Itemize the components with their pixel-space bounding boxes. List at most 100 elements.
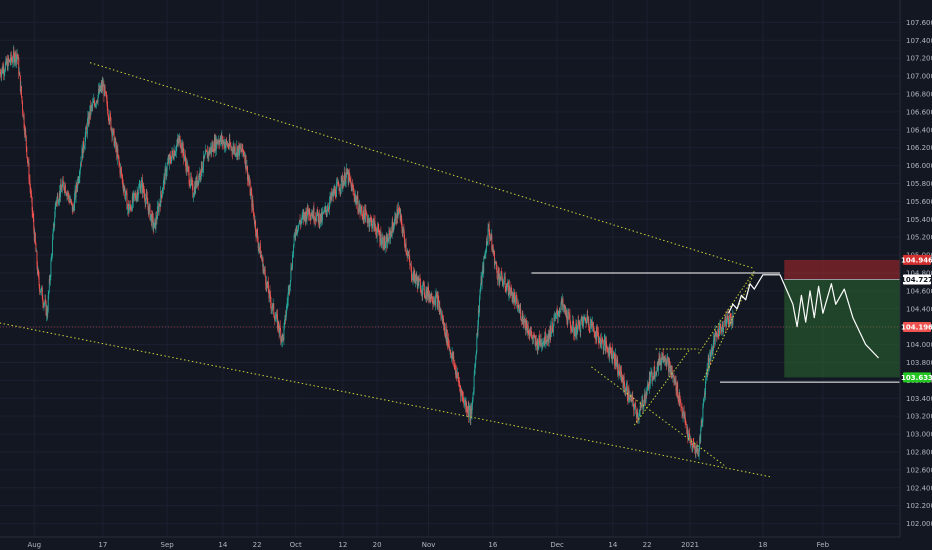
candle-body (504, 276, 506, 279)
candle-body (719, 324, 721, 325)
candle-body (83, 148, 85, 150)
candle-body (639, 405, 641, 411)
candle-body (0, 71, 1, 75)
candle-body (525, 320, 527, 331)
candle-body (564, 304, 566, 312)
candle-body (527, 326, 529, 334)
candle-body (337, 182, 338, 184)
candle-body (160, 191, 162, 207)
candle-body (604, 338, 606, 341)
candle-body (685, 424, 687, 425)
candle-body (189, 185, 191, 186)
candle-body (534, 337, 536, 346)
candle-body (79, 167, 81, 171)
candle-body (408, 254, 410, 256)
candle-body (562, 299, 563, 305)
candle-body (533, 334, 535, 337)
candle-body (247, 177, 249, 180)
candle-body (587, 318, 589, 323)
candle-body (706, 374, 708, 377)
candle-body (187, 166, 189, 168)
candle-body (450, 354, 452, 359)
candle-body (193, 195, 195, 197)
candle-body (665, 360, 667, 361)
candle-body (293, 244, 295, 254)
candle-body (511, 287, 513, 292)
candle-body (721, 324, 723, 328)
candle-body (526, 328, 528, 332)
candle-body (124, 195, 126, 197)
candle-body (7, 60, 8, 70)
candle-body (426, 288, 428, 299)
candle-body (211, 145, 213, 153)
candle-body (620, 367, 622, 372)
candle-body (650, 371, 652, 373)
candle-body (533, 334, 535, 338)
candle-body (490, 235, 492, 240)
candle-body (109, 113, 111, 122)
candle-body (701, 419, 703, 425)
candle-body (716, 336, 718, 337)
price-tick-label: 105.600 (906, 198, 932, 206)
candle-body (468, 409, 470, 417)
candle-body (386, 237, 388, 249)
stop-loss-zone (784, 259, 900, 280)
candle-body (728, 324, 730, 326)
candle-body (391, 221, 393, 237)
candle-body (92, 102, 94, 107)
candle-body (683, 410, 685, 419)
candle-body (570, 328, 572, 329)
candle-body (369, 223, 371, 227)
candle-body (207, 152, 209, 159)
candle-body (71, 203, 73, 212)
candle-body (22, 101, 23, 111)
candle-body (444, 333, 446, 337)
candle-body (662, 353, 664, 360)
candle-body (686, 430, 688, 434)
candle-body (258, 247, 260, 248)
candle-body (674, 378, 675, 383)
candle-body (490, 238, 492, 240)
candle-body (422, 282, 424, 285)
candle-body (267, 282, 269, 294)
candle-body (256, 229, 258, 237)
time-tick-label: 20 (373, 541, 382, 549)
price-axis-panel[interactable] (900, 0, 932, 537)
price-tick-label: 104.000 (906, 341, 932, 349)
candle-body (622, 377, 623, 382)
projection-line (728, 274, 880, 359)
candle-body (182, 143, 184, 153)
candle-body (273, 314, 275, 319)
candle-body (124, 187, 126, 197)
candle-body (358, 207, 360, 213)
candle-body (188, 167, 190, 172)
candle-body (241, 144, 243, 152)
candle-body (586, 314, 588, 319)
candle-body (701, 421, 703, 425)
candle-body (122, 178, 124, 185)
position-tool[interactable] (784, 259, 900, 378)
candle-body (195, 181, 197, 187)
price-tick-label: 102.800 (906, 448, 932, 456)
candle-body (85, 127, 87, 137)
candle-body (670, 369, 672, 376)
candle-body (609, 344, 611, 350)
candle-body (332, 191, 334, 195)
candle-body (554, 317, 555, 318)
candle-body (301, 219, 303, 221)
candle-body (215, 137, 217, 150)
candle-body (680, 403, 682, 408)
candle-body (359, 204, 361, 213)
candle-body (413, 269, 415, 281)
candle-body (41, 287, 43, 300)
time-axis-panel[interactable] (0, 537, 932, 550)
candle-body (635, 407, 637, 415)
candle-body (47, 311, 49, 317)
candle-body (502, 283, 504, 286)
candle-body (330, 195, 331, 200)
candle-body (280, 336, 282, 341)
candle-body (411, 278, 413, 280)
candle-body (547, 341, 548, 342)
candle-body (272, 303, 274, 305)
